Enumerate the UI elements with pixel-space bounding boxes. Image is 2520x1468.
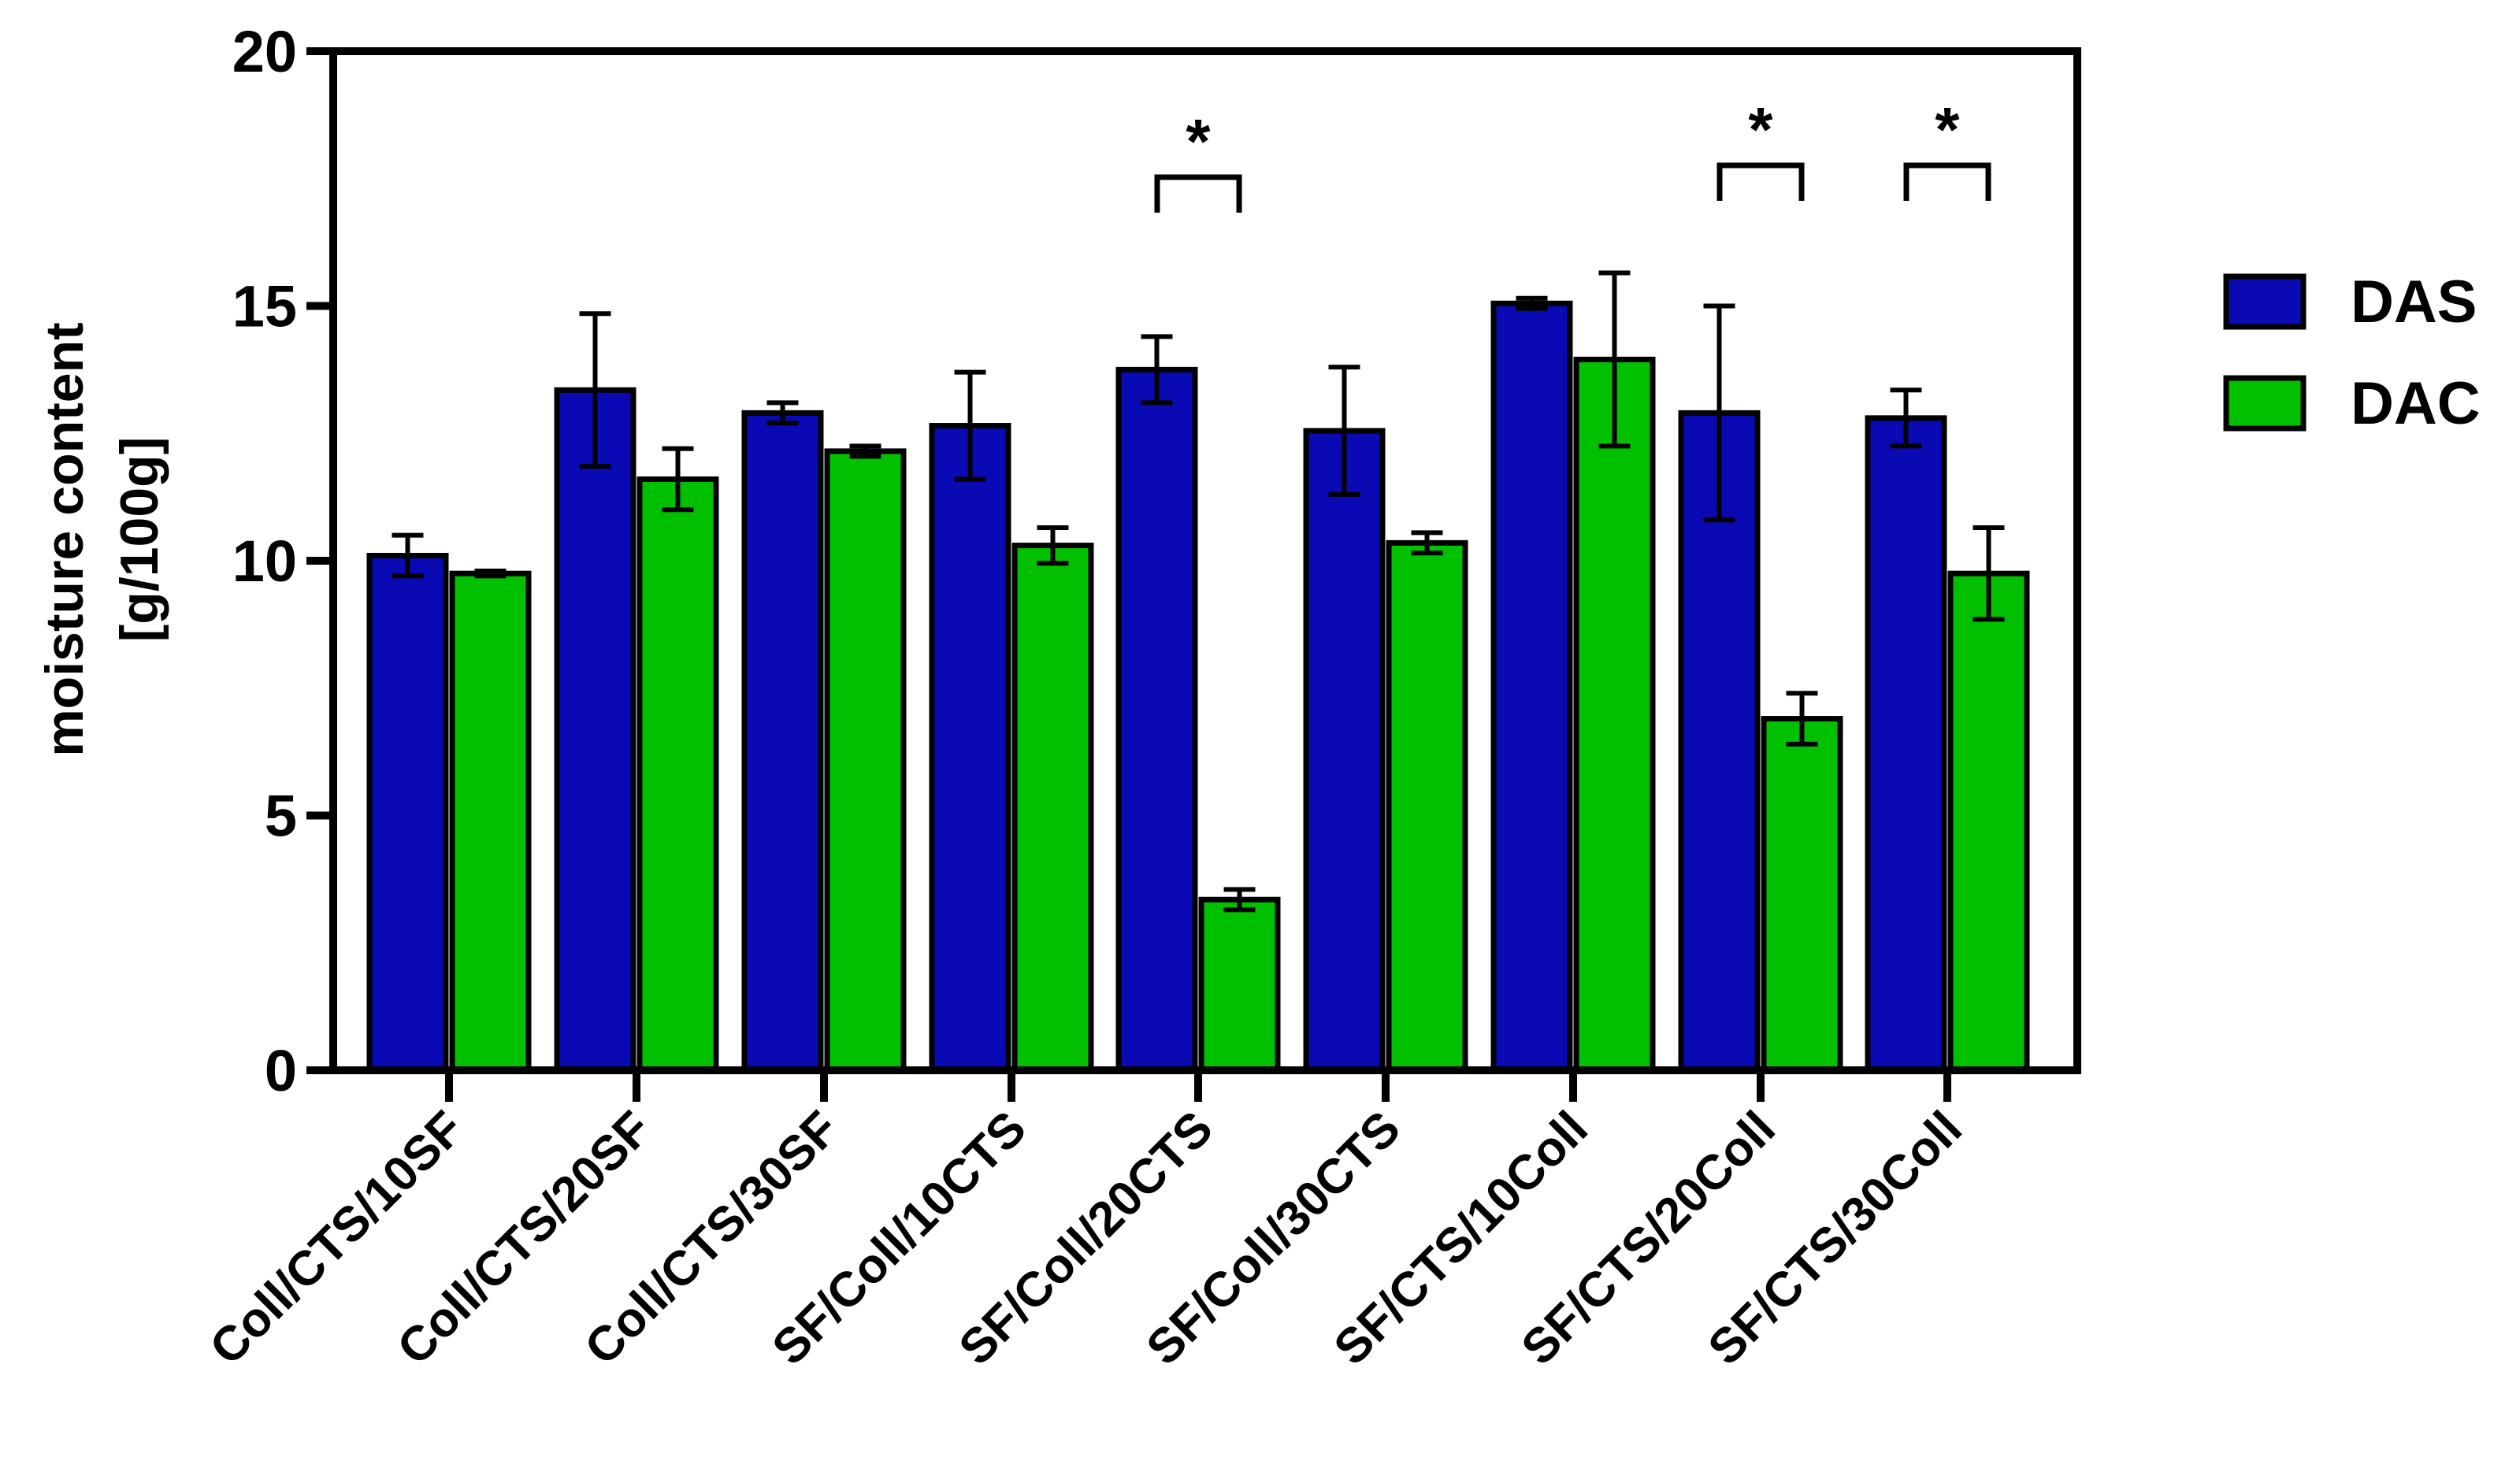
y-tick-label-15: 15 — [232, 274, 297, 339]
bar-dac-Coll/CTS/30SF — [824, 448, 907, 1073]
bar-das-SF/Coll/20CTS — [1115, 366, 1198, 1073]
bar-dac-SF/Coll/10CTS — [1011, 543, 1094, 1073]
bar-dac-SF/CTS/20Coll — [1761, 716, 1843, 1073]
bar-das-Coll/CTS/20SF — [554, 387, 636, 1073]
legend-label-dac: DAC — [2351, 370, 2481, 437]
y-axis-label-line2: [g/100g] — [109, 437, 169, 643]
y-tick-label-0: 0 — [265, 1038, 297, 1103]
legend-label-das: DAS — [2351, 269, 2477, 335]
y-tick-label-20: 20 — [232, 19, 297, 84]
bar-dac-SF/Coll/30CTS — [1386, 539, 1468, 1073]
significance-bracket-SF/Coll/20CTS — [1154, 174, 1242, 213]
y-axis-label-line1: moisture content — [35, 322, 95, 757]
bar-das-SF/CTS/30Coll — [1865, 415, 1947, 1073]
legend-swatch-das — [2223, 273, 2307, 330]
bar-das-Coll/CTS/30SF — [741, 410, 824, 1073]
y-tick-label-5: 5 — [265, 784, 297, 849]
y-tick-label-10: 10 — [232, 528, 297, 594]
bar-dac-SF/CTS/30Coll — [1947, 570, 2030, 1073]
significance-star-SF/CTS/30Coll: * — [1935, 95, 1960, 165]
bar-dac-Coll/CTS/10SF — [449, 570, 532, 1073]
significance-bracket-SF/CTS/30Coll — [1903, 162, 1991, 201]
bar-dac-SF/CTS/10Coll — [1573, 356, 1656, 1073]
significance-bracket-SF/CTS/20Coll — [1716, 162, 1805, 201]
legend: DAS DAC — [2223, 269, 2481, 437]
bar-das-Coll/CTS/10SF — [366, 553, 449, 1073]
bar-das-SF/Coll/10CTS — [929, 423, 1011, 1073]
bar-dac-SF/Coll/20CTS — [1198, 896, 1281, 1073]
legend-swatch-dac — [2223, 375, 2307, 432]
bars-layer — [366, 300, 2030, 1073]
bar-das-SF/Coll/30CTS — [1303, 428, 1386, 1073]
significance-star-SF/CTS/20Coll: * — [1748, 95, 1773, 165]
error-bars-layer — [392, 270, 2005, 913]
bar-das-SF/CTS/10Coll — [1490, 300, 1573, 1073]
significance-star-SF/Coll/20CTS: * — [1186, 106, 1211, 176]
significance-layer: * * * — [1154, 95, 1991, 213]
bar-dac-Coll/CTS/20SF — [636, 476, 719, 1073]
